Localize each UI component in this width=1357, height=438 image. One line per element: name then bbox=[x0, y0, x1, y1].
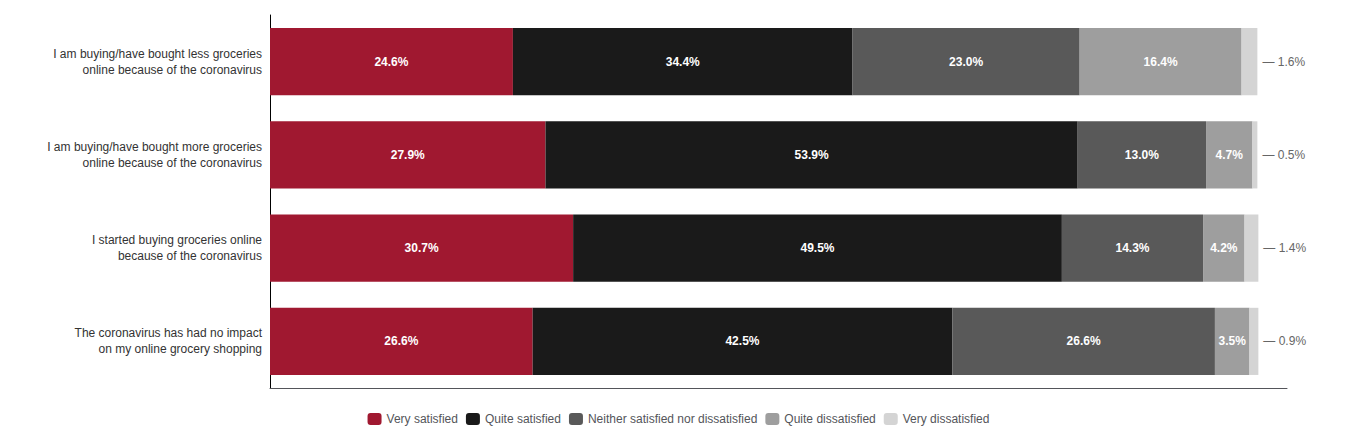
svg-text:— 1.4%: — 1.4% bbox=[1263, 241, 1306, 255]
svg-text:on my online grocery shopping: on my online grocery shopping bbox=[99, 342, 262, 356]
svg-text:The coronavirus has had no imp: The coronavirus has had no impact bbox=[75, 326, 263, 340]
svg-text:because of the coronavirus: because of the coronavirus bbox=[118, 249, 262, 263]
svg-text:26.6%: 26.6% bbox=[384, 334, 418, 348]
svg-text:— 1.6%: — 1.6% bbox=[1262, 55, 1305, 69]
svg-text:27.9%: 27.9% bbox=[391, 148, 425, 162]
svg-text:34.4%: 34.4% bbox=[666, 55, 700, 69]
svg-text:16.4%: 16.4% bbox=[1144, 55, 1178, 69]
svg-text:online because of the coronavi: online because of the coronavirus bbox=[83, 63, 262, 77]
svg-text:Neither satisfied nor dissatis: Neither satisfied nor dissatisfied bbox=[588, 412, 757, 426]
svg-text:I started buying groceries onl: I started buying groceries online bbox=[92, 233, 262, 247]
svg-text:26.6%: 26.6% bbox=[1067, 334, 1101, 348]
svg-text:Very dissatisfied: Very dissatisfied bbox=[903, 412, 990, 426]
svg-text:42.5%: 42.5% bbox=[725, 334, 759, 348]
svg-text:— 0.9%: — 0.9% bbox=[1263, 334, 1306, 348]
svg-text:49.5%: 49.5% bbox=[800, 241, 834, 255]
svg-text:30.7%: 30.7% bbox=[405, 241, 439, 255]
svg-text:4.7%: 4.7% bbox=[1216, 148, 1244, 162]
svg-text:I am buying/have bought more g: I am buying/have bought more groceries bbox=[47, 140, 262, 154]
svg-text:Quite dissatisfied: Quite dissatisfied bbox=[784, 412, 875, 426]
svg-text:— 0.5%: — 0.5% bbox=[1262, 148, 1305, 162]
svg-text:Very satisfied: Very satisfied bbox=[387, 412, 458, 426]
svg-text:I am buying/have bought less g: I am buying/have bought less groceries bbox=[53, 47, 262, 61]
svg-text:23.0%: 23.0% bbox=[949, 55, 983, 69]
svg-text:3.5%: 3.5% bbox=[1219, 334, 1247, 348]
svg-text:Quite satisfied: Quite satisfied bbox=[485, 412, 561, 426]
svg-text:14.3%: 14.3% bbox=[1115, 241, 1149, 255]
svg-text:53.9%: 53.9% bbox=[795, 148, 829, 162]
svg-text:online because of the coronavi: online because of the coronavirus bbox=[83, 156, 262, 170]
svg-text:4.2%: 4.2% bbox=[1210, 241, 1238, 255]
svg-text:24.6%: 24.6% bbox=[374, 55, 408, 69]
svg-text:13.0%: 13.0% bbox=[1125, 148, 1159, 162]
